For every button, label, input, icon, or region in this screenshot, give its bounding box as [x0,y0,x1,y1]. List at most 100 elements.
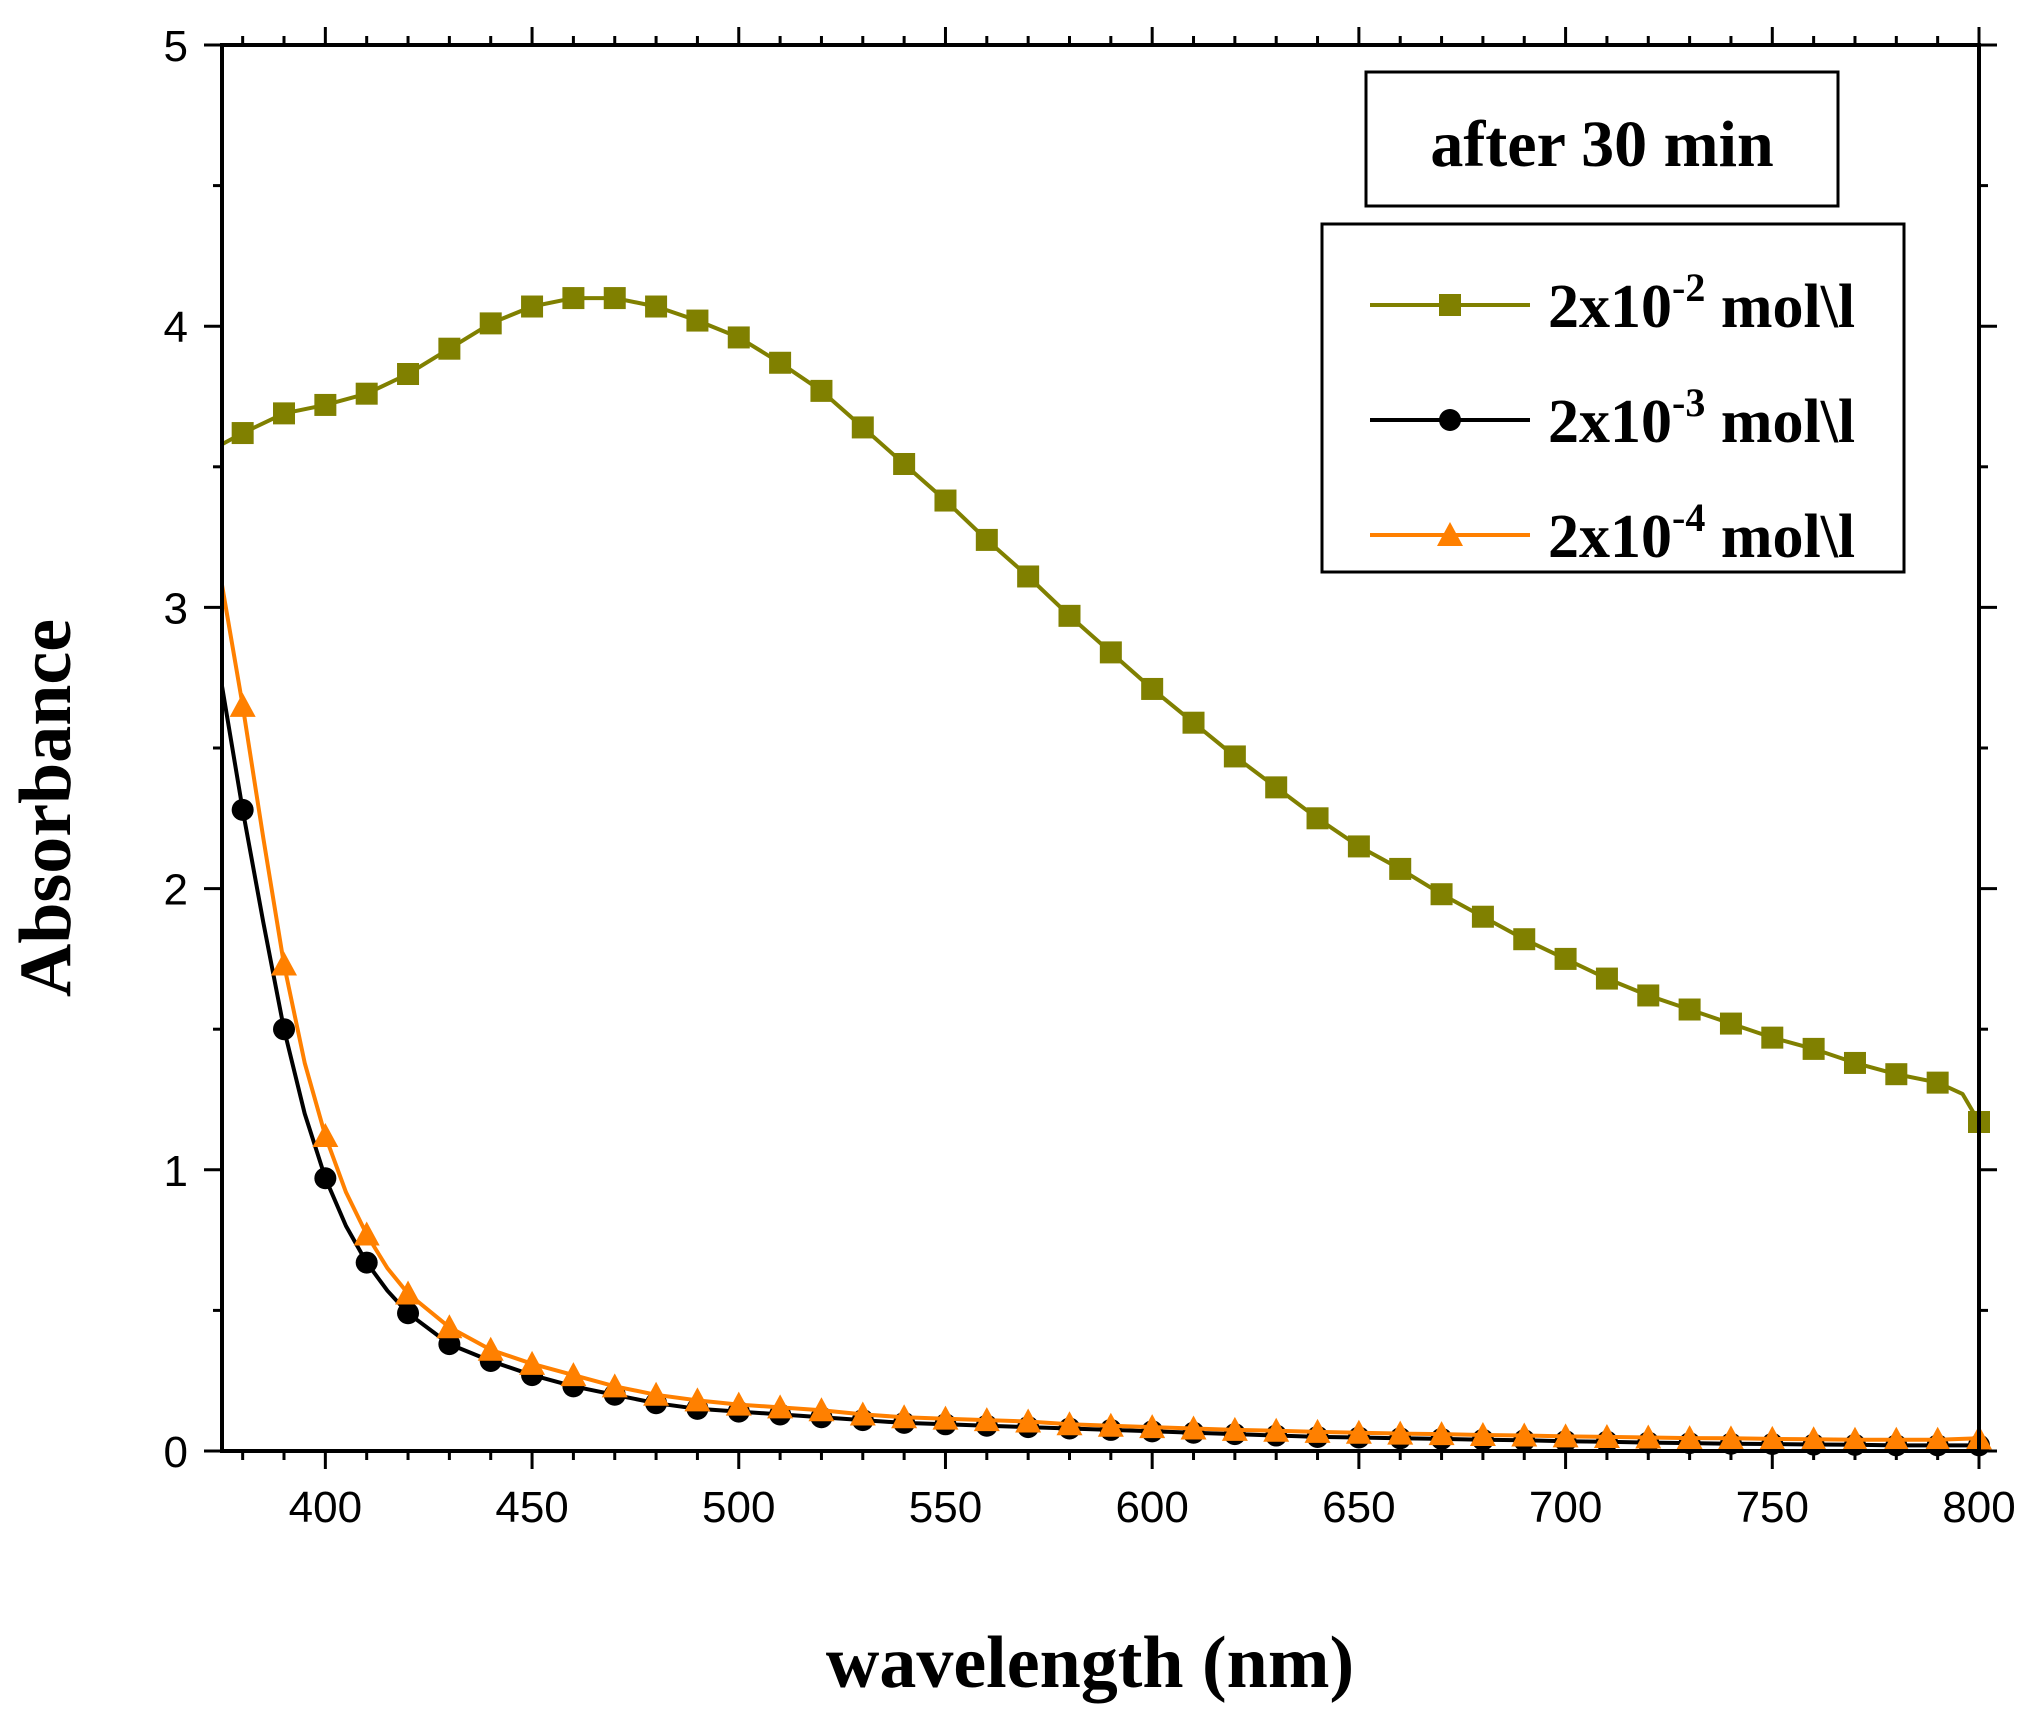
data-point [1469,1421,1496,1446]
data-point [1883,1426,1910,1451]
data-point [849,1401,876,1426]
data-point [1471,905,1494,928]
data-point [1924,1426,1951,1451]
data-point [1056,1411,1083,1436]
data-point [1759,1425,1786,1450]
data-point [312,1123,339,1148]
data-point [1263,1417,1290,1442]
data-point [1345,1419,1372,1444]
y-tick-label: 0 [164,1428,188,1477]
data-point [1139,1414,1166,1439]
legend-swatch-marker [1439,294,1461,316]
y-tick-label: 1 [164,1147,188,1196]
data-point [1347,835,1370,858]
series-1 [221,287,1990,1133]
x-tick-label: 400 [289,1483,362,1532]
x-tick-label: 650 [1322,1483,1395,1532]
data-point [1637,984,1660,1007]
x-tick-label: 750 [1736,1483,1809,1532]
data-point [314,1167,337,1190]
data-point [1430,883,1453,906]
data-point [1223,745,1246,768]
axis-layer: 400 450 500 550 600 650 700 750 800 0 1 2 3 4 5 [164,22,2016,1532]
data-point [1552,1423,1579,1448]
data-point [1593,1423,1620,1448]
data-point [353,1221,380,1246]
data-point [1015,1408,1042,1433]
data-point [560,1362,587,1387]
data-point [355,1251,378,1274]
data-point [686,309,709,332]
data-point [1017,565,1040,588]
data-point [562,287,585,310]
data-point [1595,967,1618,990]
x-axis-title: wavelength (nm) [826,1622,1354,1704]
y-tick-label: 4 [164,303,188,352]
legend-entry-1: 2x10-2 mol\l [1370,265,1855,341]
data-point [1761,1026,1784,1049]
data-point [601,1373,628,1398]
data-point [603,287,626,310]
data-point [273,1018,296,1041]
data-point [725,1391,752,1416]
data-point [395,1280,422,1305]
legend-box [1320,222,1906,574]
annotation-box: after 30 min [1364,70,1840,208]
data-point [1841,1426,1868,1451]
data-point [1719,1012,1742,1035]
data-point [1513,928,1536,951]
data-point [1800,1426,1827,1451]
data-point [643,1381,670,1406]
data-point [438,1333,461,1356]
data-point [1099,641,1122,664]
data-point [314,393,337,416]
data-point [519,1350,546,1375]
data-point [1058,604,1081,627]
data-point [231,422,254,445]
data-point [1180,1415,1207,1440]
y-tick-label: 2 [164,866,188,915]
data-point [1306,807,1329,830]
series-3 [220,584,1992,1451]
data-point [1387,1420,1414,1445]
legend-label: 2x10-4 mol\l [1548,495,1855,571]
x-tick-label: 800 [1942,1483,2015,1532]
data-point [229,692,256,717]
legend-entry-2: 2x10-3 mol\l [1370,380,1855,456]
legend-entry-3: 2x10-4 mol\l [1370,495,1855,571]
data-point [1843,1051,1866,1074]
data-point [438,337,461,360]
data-point [521,295,544,318]
x-tick-label: 550 [909,1483,982,1532]
data-point [645,295,668,318]
data-point [851,416,874,439]
annotation-text: after 30 min [1430,108,1773,181]
data-point [1265,776,1288,799]
data-point [727,326,750,349]
data-point [684,1387,711,1412]
x-tick-label: 500 [702,1483,775,1532]
data-point [1554,947,1577,970]
data-point [1304,1418,1331,1443]
data-point [973,1407,1000,1432]
data-point [1389,857,1412,880]
x-tick-label: 600 [1115,1483,1188,1532]
data-point [1717,1425,1744,1450]
legend-label: 2x10-2 mol\l [1548,265,1855,341]
data-point [1802,1037,1825,1060]
data-point [932,1405,959,1430]
data-point [808,1397,835,1422]
data-point [477,1336,504,1361]
data-point [1141,677,1164,700]
legend-label: 2x10-3 mol\l [1548,380,1855,456]
data-point [1428,1421,1455,1446]
legend-swatch-marker [1439,409,1461,431]
data-point [397,1302,420,1325]
data-point [355,382,378,405]
data-point [1221,1416,1248,1441]
data-point [1182,711,1205,734]
data-point [1676,1425,1703,1450]
y-tick-label: 3 [164,584,188,633]
data-point [436,1314,463,1339]
